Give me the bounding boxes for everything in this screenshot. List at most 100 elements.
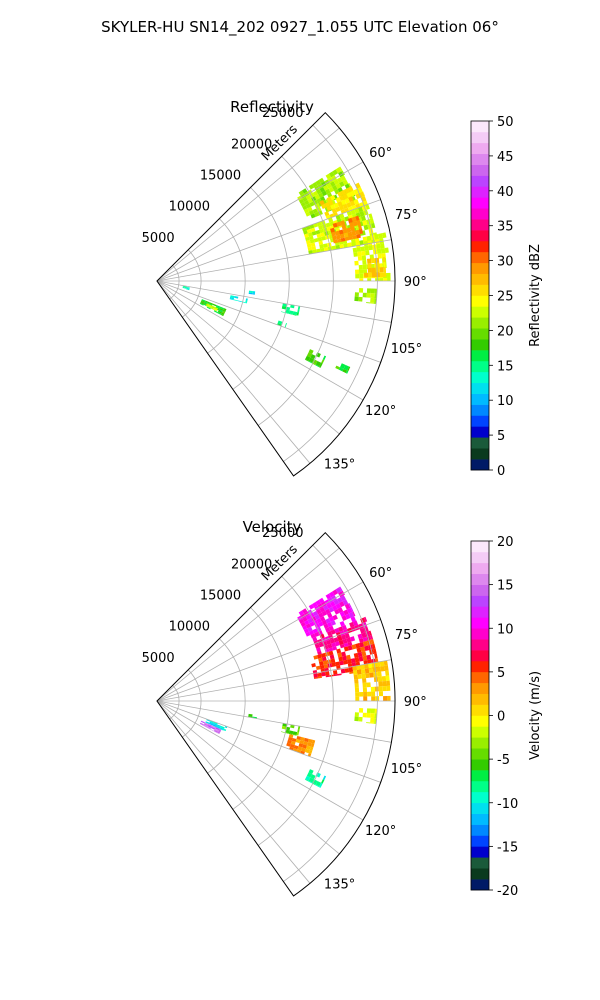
echo-cell	[351, 230, 357, 236]
echo-cell	[342, 655, 347, 661]
echo-cell	[343, 642, 349, 648]
colorbar-tick-label: -5	[497, 753, 510, 768]
echo-cell	[292, 314, 297, 316]
echo-cell	[346, 637, 352, 643]
echo-cell	[338, 367, 344, 372]
echo-cell	[360, 664, 365, 670]
echo-cell	[352, 234, 358, 240]
echo-cell	[212, 724, 217, 728]
echo-cell	[307, 206, 313, 212]
echo-cell	[359, 278, 364, 281]
echo-cell	[348, 667, 354, 673]
echo-cell	[220, 725, 225, 729]
reflectivity-colorbar: 0 5 10 15 20 25 30 35 40 45 50 Reflectivity dBZ	[470, 115, 543, 479]
colorbar-segment	[471, 295, 489, 307]
echo-cell	[375, 661, 381, 668]
echo-cell	[349, 671, 354, 674]
echo-cell	[214, 728, 219, 732]
azimuth-spoke	[156, 280, 311, 464]
echo-cell	[248, 713, 253, 717]
echo-cell	[307, 618, 313, 624]
echo-cell	[302, 608, 308, 614]
echo-cell	[385, 675, 390, 681]
echo-cell	[318, 642, 324, 648]
echo-cell	[354, 292, 359, 297]
echo-cell	[318, 366, 321, 368]
colorbar-segment	[471, 175, 489, 187]
echo-cell	[213, 723, 218, 726]
echo-cell	[386, 680, 391, 686]
echo-cell	[362, 640, 368, 647]
echo-cell	[245, 300, 248, 303]
echo-cell	[297, 746, 303, 751]
echo-cell	[305, 211, 311, 217]
echo-cell	[333, 179, 340, 186]
echo-cell	[298, 618, 305, 624]
echo-cell	[315, 361, 322, 367]
echo-cell	[322, 355, 327, 360]
azimuth-spoke	[156, 700, 340, 855]
echo-cell	[381, 675, 387, 682]
echo-cell	[345, 654, 351, 660]
azimuth-spoke	[156, 659, 392, 702]
echo-cell	[339, 611, 346, 617]
echo-cell	[288, 313, 293, 315]
echo-cell	[320, 652, 326, 658]
colorbar-tick-label: -10	[497, 797, 518, 812]
echo-cell	[339, 660, 344, 666]
echo-cell	[352, 665, 357, 671]
echo-cell	[325, 627, 331, 633]
echo-cell	[288, 734, 294, 738]
echo-cell	[291, 737, 297, 743]
echo-cell	[378, 686, 383, 692]
echo-cell	[330, 620, 336, 626]
echo-cell	[353, 199, 360, 205]
echo-cell	[209, 722, 214, 726]
azimuth-tick-label: 120°	[365, 824, 396, 839]
colorbar-segment	[471, 617, 489, 629]
echo-cell	[311, 739, 316, 744]
echo-cell	[364, 663, 369, 670]
echo-cell	[292, 731, 298, 736]
colorbar-segment	[471, 595, 489, 607]
echo-cell	[205, 304, 211, 308]
echo-cell	[341, 224, 347, 230]
echo-cell	[306, 240, 311, 245]
range-ring	[232, 187, 290, 390]
echo-cell	[317, 650, 322, 655]
echo-cell	[337, 652, 343, 658]
echo-cell	[325, 222, 331, 228]
echo-cell	[326, 603, 333, 609]
echo-cell	[219, 306, 225, 310]
echo-cell	[346, 192, 352, 198]
range-ring	[283, 544, 378, 882]
echo-cell	[245, 298, 248, 301]
echo-cell	[347, 366, 351, 372]
echo-cell	[362, 687, 368, 693]
azimuth-spoke	[156, 700, 381, 783]
echo-cell	[335, 234, 341, 240]
echo-cell	[370, 635, 374, 640]
echo-cell	[281, 305, 287, 310]
echo-cell	[308, 184, 315, 190]
echo-cell	[321, 656, 327, 662]
echo-cell	[319, 616, 326, 622]
echo-cell	[362, 292, 367, 298]
echo-cell	[229, 298, 234, 301]
echo-cell	[337, 201, 343, 207]
colorbar-segment	[471, 748, 489, 760]
echo-cell	[182, 286, 187, 288]
echo-cell	[310, 774, 316, 780]
echo-cell	[331, 208, 337, 214]
colorbar-tick-label: 40	[497, 185, 514, 200]
echo-cell	[373, 302, 377, 305]
range-tick-label: 5000	[142, 231, 175, 246]
echo-cell	[338, 591, 344, 598]
velocity-grid	[156, 544, 395, 884]
echo-cell	[284, 732, 289, 734]
echo-cell	[208, 302, 213, 305]
echo-cell	[350, 238, 356, 245]
echo-cell	[341, 634, 347, 640]
echo-cell	[363, 241, 369, 247]
echo-cell	[213, 730, 218, 734]
